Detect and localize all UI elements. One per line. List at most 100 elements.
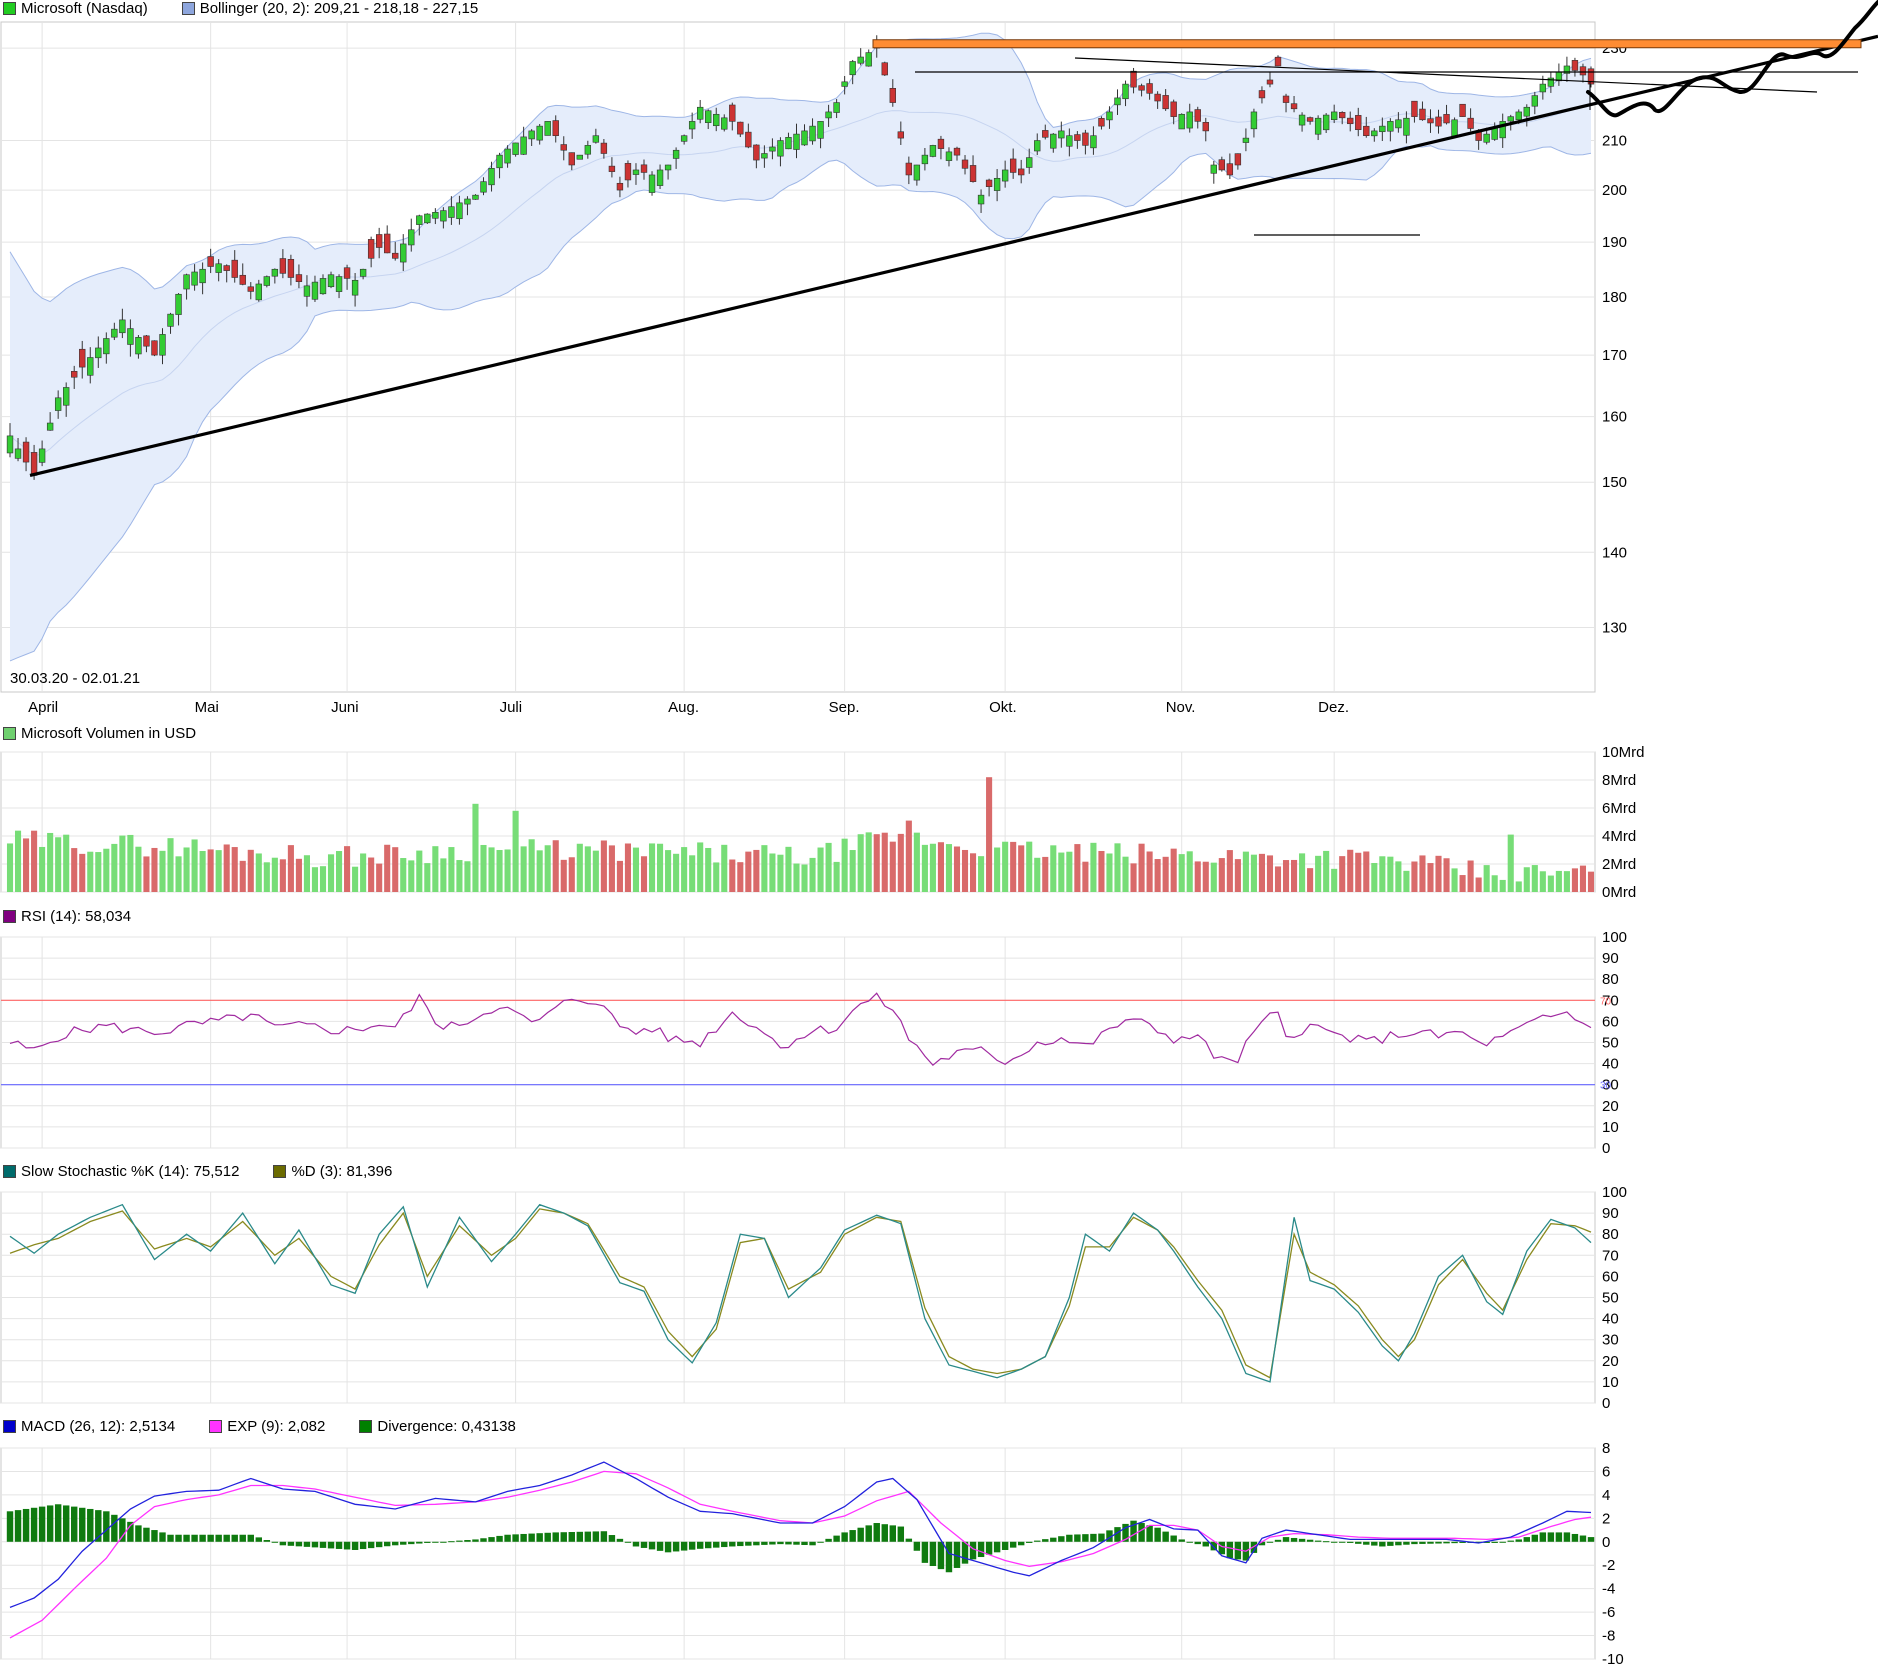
candle — [1106, 111, 1113, 121]
price-ytick-7: 200 — [1602, 182, 1627, 199]
divergence-bar — [1403, 1541, 1410, 1545]
divergence-bar — [127, 1521, 134, 1542]
volume-bar — [1234, 859, 1241, 892]
candle — [937, 138, 945, 149]
candle — [584, 145, 592, 155]
candle — [1507, 116, 1514, 122]
candle — [1298, 114, 1306, 126]
volume-bar — [1555, 870, 1562, 892]
divergence-bar — [335, 1541, 343, 1549]
volume-bar — [576, 843, 583, 892]
macd-ytick-7: 4 — [1602, 1487, 1610, 1504]
candle — [159, 334, 166, 356]
candle — [1258, 90, 1266, 99]
candle — [1162, 95, 1169, 110]
divergence-bar — [1218, 1541, 1226, 1555]
candle — [488, 168, 495, 186]
divergence-bar — [1266, 1541, 1274, 1543]
candle — [1427, 118, 1434, 124]
candle — [1066, 135, 1073, 147]
divergence-bar — [255, 1537, 263, 1542]
candle — [713, 113, 720, 127]
candle — [761, 153, 768, 159]
candle — [448, 206, 455, 218]
volume-bar — [1114, 843, 1121, 892]
candle — [769, 146, 776, 152]
divergence-bar — [1491, 1541, 1498, 1543]
volume-bar — [263, 862, 270, 892]
candle — [1138, 85, 1145, 91]
volume-bar — [1058, 852, 1065, 892]
candle — [191, 271, 198, 286]
candle — [103, 338, 110, 355]
volume-bar — [400, 858, 407, 892]
volume-bar — [143, 856, 150, 892]
volume-bar — [793, 863, 800, 892]
divergence-bar — [849, 1530, 856, 1542]
volume-bar — [1274, 866, 1282, 892]
macd-ytick-3: -4 — [1602, 1581, 1615, 1598]
rsi-ytick-10: 100 — [1602, 929, 1627, 946]
volume-bar — [1427, 863, 1434, 892]
volume-bar — [448, 847, 455, 892]
volume-bar — [961, 849, 969, 892]
candle — [263, 276, 271, 286]
divergence-bar — [504, 1534, 511, 1542]
volume-bar — [1266, 855, 1274, 892]
volume-bar — [1258, 853, 1266, 892]
candle — [817, 121, 824, 139]
price-ytick-0: 130 — [1602, 620, 1627, 637]
divergence-bar — [1194, 1541, 1201, 1545]
volume-bar — [255, 853, 262, 892]
volume-bar — [239, 860, 246, 892]
divergence-bar — [1443, 1541, 1450, 1544]
divergence-bar — [1563, 1532, 1571, 1542]
divergence-bar — [239, 1534, 246, 1542]
volume-bar — [63, 834, 70, 892]
divergence-bar — [327, 1541, 335, 1549]
volume-bar — [761, 845, 768, 892]
divergence-bar — [311, 1541, 319, 1548]
volume-bar — [1403, 870, 1410, 892]
candle — [1379, 125, 1386, 133]
volume-bar — [841, 838, 848, 892]
volume-bar — [737, 862, 744, 892]
volume-bar — [1587, 871, 1595, 892]
candle — [1547, 77, 1555, 87]
divergence-bar — [809, 1541, 816, 1546]
divergence-bar — [704, 1541, 712, 1549]
candle — [215, 263, 222, 273]
divergence-bar — [961, 1541, 969, 1564]
volume-bar — [921, 844, 928, 892]
candle — [1403, 117, 1410, 136]
candle — [1306, 117, 1314, 122]
divergence-bar — [135, 1525, 142, 1542]
stochastic-ytick-10: 100 — [1602, 1184, 1627, 1201]
legend-divergence-swatch — [359, 1420, 373, 1433]
volume-bar — [648, 843, 656, 892]
volume-bar — [584, 846, 591, 892]
candle — [1170, 101, 1177, 117]
divergence-bar — [30, 1507, 38, 1542]
volume-bar — [1178, 854, 1185, 892]
candle — [1274, 56, 1282, 67]
divergence-bar — [713, 1541, 720, 1548]
divergence-bar — [1427, 1541, 1434, 1544]
volume-bar — [1499, 879, 1506, 892]
divergence-bar — [1298, 1538, 1306, 1542]
candle — [841, 81, 848, 87]
volume-bar — [127, 834, 134, 892]
legend-stoch-d-label: %D (3): 81,396 — [291, 1163, 393, 1180]
candle — [95, 347, 102, 359]
candle — [400, 243, 407, 263]
price-ytick-2: 150 — [1602, 474, 1627, 491]
divergence-bar — [544, 1532, 551, 1542]
candle — [1563, 65, 1571, 74]
divergence-bar — [1314, 1540, 1322, 1542]
candle — [616, 182, 624, 191]
divergence-bar — [351, 1541, 359, 1550]
stochastic-ytick-1: 10 — [1602, 1374, 1619, 1391]
legend-macd-label: MACD (26, 12): 2,5134 — [21, 1418, 176, 1435]
volume-ytick-3: 6Mrd — [1602, 800, 1636, 817]
volume-bar — [159, 850, 166, 892]
